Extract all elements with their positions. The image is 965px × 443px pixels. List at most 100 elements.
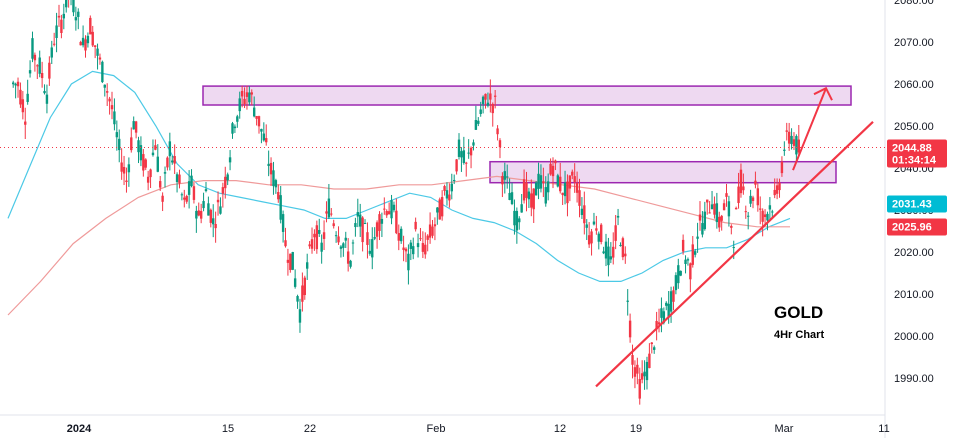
candle-body [238, 98, 241, 112]
candle-body [759, 208, 762, 210]
candle-body [168, 141, 172, 157]
price-tick-label: 2070.00 [894, 37, 934, 49]
candle-body [795, 136, 798, 155]
candle-body [277, 192, 280, 200]
candle-body [52, 43, 56, 45]
candle-body [746, 215, 750, 217]
candle-body [501, 176, 504, 185]
candle-body [79, 41, 82, 46]
candle-body [732, 247, 735, 249]
candle-body [722, 203, 726, 211]
candle-body [428, 224, 432, 238]
resistance-zone[interactable] [489, 160, 837, 184]
candle-body [48, 62, 51, 79]
moving-average-line [7, 175, 790, 316]
candle-body [110, 105, 114, 110]
candle-body [134, 121, 138, 133]
candle-body [26, 93, 29, 102]
candle-body [269, 162, 273, 175]
candle-body [19, 89, 22, 105]
candle-body [407, 253, 410, 271]
candle-body [156, 156, 159, 172]
candle-body [84, 39, 87, 51]
candle-body [57, 15, 61, 18]
candle-body [727, 201, 731, 217]
candle-body [797, 139, 800, 153]
candle-body [255, 115, 258, 119]
candle-body [730, 225, 733, 228]
time-tick-label: 15 [222, 423, 234, 435]
candle-body [159, 181, 162, 188]
candle-body [445, 190, 449, 199]
candle-body [339, 246, 343, 249]
candle-body [542, 181, 545, 183]
candle-body [421, 243, 425, 252]
candle-body [409, 242, 413, 249]
candle-body [378, 214, 381, 231]
candle-body [585, 224, 588, 228]
candle-body [354, 223, 357, 228]
candle-body [489, 93, 492, 100]
candle-body [573, 176, 576, 183]
candle-body [689, 263, 692, 280]
candle-body [21, 99, 25, 113]
candle-body [74, 17, 78, 21]
candle-body [657, 322, 661, 325]
price-badge-label: 2025.96 [892, 221, 932, 233]
candle-body [274, 180, 278, 188]
candle-body [508, 192, 511, 200]
candle-body [780, 161, 784, 174]
candle-body [713, 203, 716, 215]
candle-body [559, 176, 562, 192]
trendline[interactable] [595, 121, 874, 388]
candle-body [612, 246, 615, 258]
candle-body [245, 92, 249, 97]
candle-body [14, 83, 17, 86]
candle-body [520, 204, 523, 213]
price-badge [887, 139, 947, 168]
candle-body [250, 92, 253, 95]
candle-body [293, 278, 297, 287]
candle-body [231, 123, 234, 134]
candle-body [438, 199, 441, 220]
candle-body [465, 162, 468, 164]
candle-body [332, 223, 335, 227]
candle-body [737, 186, 740, 204]
resistance-zone[interactable] [202, 85, 852, 106]
candle-body [566, 181, 569, 204]
candle-body [549, 163, 552, 175]
candle-body [696, 236, 699, 239]
candle-body [412, 246, 415, 255]
candle-body [462, 150, 466, 163]
candle-body [399, 228, 403, 242]
candle-body [744, 211, 747, 213]
candle-body [691, 244, 694, 265]
candle-body [142, 154, 145, 171]
candle-body [626, 300, 629, 302]
candle-body [390, 200, 393, 219]
candle-body [16, 81, 20, 87]
candle-body [595, 228, 598, 231]
candle-body [751, 197, 755, 201]
candle-body [537, 173, 540, 189]
candle-body [484, 93, 487, 100]
candle-body [127, 164, 131, 173]
candle-body [86, 35, 90, 44]
candle-body [681, 239, 685, 252]
time-tick-label: Feb [427, 423, 446, 435]
candle-body [349, 260, 352, 267]
candle-body [62, 13, 66, 19]
candle-body [31, 38, 34, 59]
candle-body [677, 265, 680, 284]
candle-body [103, 84, 106, 88]
candle-body [474, 119, 478, 130]
candle-body [607, 246, 610, 266]
candle-body [551, 165, 555, 177]
candle-body [113, 111, 116, 125]
candle-body [257, 116, 261, 127]
projection-arrow-line[interactable] [792, 87, 827, 171]
candle-body [493, 95, 497, 97]
candle-body [178, 174, 181, 184]
candle-body [392, 204, 396, 211]
